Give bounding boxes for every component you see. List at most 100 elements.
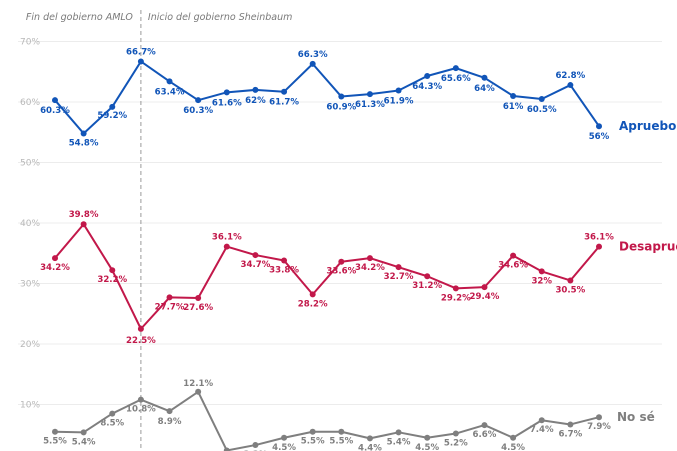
data-point-desapruebo [510,252,517,259]
data-point-desapruebo [567,277,574,284]
data-point-apruebo [424,72,431,79]
data-point-apruebo [481,74,488,81]
data-label-no-s: 12.1% [183,379,213,389]
data-point-desapruebo [137,325,144,332]
data-point-no-s [52,428,58,435]
data-point-desapruebo [538,268,545,275]
data-label-desapruebo: 27.6% [183,303,213,313]
data-point-apruebo [195,97,202,104]
data-point-no-s [137,396,144,403]
data-label-desapruebo: 34.2% [355,263,385,273]
series-no-s: 5.5%5.4%8.5%10.8%8.9%12.1%2.4%3.3%4.5%5.… [43,379,655,451]
series-name-no-s: No sé [617,410,655,424]
data-point-no-s [252,442,259,449]
data-point-apruebo [137,58,144,65]
data-label-desapruebo: 31.2% [412,281,442,291]
data-point-desapruebo [424,273,431,280]
data-point-apruebo [252,86,259,93]
data-point-apruebo [538,95,545,102]
data-label-no-s: 5.5% [301,437,325,447]
data-point-desapruebo [223,243,230,250]
data-point-apruebo [281,88,288,95]
y-axis-ticks: 10% 20% 30% 40% 50% 60% 70% [20,38,40,411]
data-point-no-s [538,417,545,424]
data-point-no-s [424,434,431,441]
data-point-desapruebo [195,295,202,302]
y-tick-label: 10% [20,401,40,411]
data-point-apruebo [395,87,402,94]
data-point-no-s [366,435,373,442]
series-desapruebo: 34.2% 39.8% 32.2% 22.5% 27.7%27.6% 36.1% 34.7%… [40,210,677,346]
data-point-desapruebo [481,284,488,291]
y-tick-label: 30% [20,280,40,290]
series-apruebo: 60.3%54.8%59.2%66.7%63.4%60.3%61.6% 62% 61… [40,47,676,148]
data-label-apruebo: 62.8% [555,71,585,81]
data-point-apruebo [52,97,58,104]
y-tick-label: 20% [20,340,40,350]
data-label-apruebo: 66.3% [298,50,328,60]
data-label-apruebo: 60.9% [326,103,356,113]
data-point-desapruebo [252,252,259,259]
data-label-no-s: 4.5% [415,443,439,451]
data-point-desapruebo [80,221,87,228]
data-point-no-s [338,428,345,435]
series-line-apruebo [54,60,600,135]
data-point-apruebo [80,130,87,137]
data-label-no-s: 5.2% [444,439,468,449]
data-label-desapruebo: 34.7% [241,260,271,270]
data-point-no-s [309,428,316,435]
data-label-desapruebo: 32.2% [97,275,127,285]
data-point-no-s [195,388,202,395]
data-label-desapruebo: 33.6% [326,267,356,277]
data-point-desapruebo [309,291,316,298]
data-point-no-s [510,434,517,441]
data-label-no-s: 4.5% [501,443,525,451]
data-point-desapruebo [596,243,602,250]
data-label-desapruebo: 28.2% [298,299,328,309]
grid-layer [18,41,662,405]
data-point-no-s [109,410,116,417]
data-label-no-s: 8.5% [100,419,124,429]
data-point-no-s [166,408,173,415]
series-line-desapruebo [54,223,600,330]
data-label-apruebo: 61.6% [212,98,242,108]
data-label-apruebo: 54.8% [69,138,99,148]
data-point-apruebo [510,92,517,99]
data-label-no-s: 10.8% [126,405,156,415]
data-label-apruebo: 60.3% [183,106,213,116]
data-label-desapruebo: 32% [531,276,552,286]
data-point-desapruebo [366,255,373,262]
data-point-no-s [80,429,87,436]
data-label-desapruebo: 27.7% [155,302,185,312]
data-point-apruebo [452,65,459,72]
data-point-apruebo [109,103,116,110]
data-point-desapruebo [452,285,459,292]
data-label-apruebo: 63.4% [155,87,185,97]
data-point-no-s [481,422,488,429]
data-label-no-s: 7.9% [587,422,611,432]
data-label-apruebo: 61.9% [384,97,414,107]
series-name-desapruebo: Desapruebo [619,240,677,254]
data-label-no-s: 5.4% [387,437,411,447]
y-tick-label: 70% [20,38,40,48]
data-point-desapruebo [166,294,173,301]
y-tick-label: 60% [20,98,40,108]
period-label-amlo: Fin del gobierno AMLO [26,12,133,23]
data-label-apruebo: 64.3% [412,82,442,92]
data-point-no-s [281,434,288,441]
data-label-apruebo: 61.3% [355,100,385,110]
y-tick-label: 40% [20,219,40,229]
data-point-no-s [567,421,574,428]
data-label-desapruebo: 32.7% [384,272,414,282]
data-label-desapruebo: 39.8% [69,210,99,220]
data-label-apruebo: 65.6% [441,74,471,84]
data-label-no-s: 7.4% [530,425,554,435]
data-point-apruebo [309,60,316,67]
data-point-no-s [596,414,602,421]
data-label-apruebo: 59.2% [97,111,127,121]
period-label-sheinbaum: Inicio del gobierno Sheinbaum [148,12,292,23]
data-point-apruebo [596,123,602,130]
data-label-apruebo: 64% [474,84,495,94]
